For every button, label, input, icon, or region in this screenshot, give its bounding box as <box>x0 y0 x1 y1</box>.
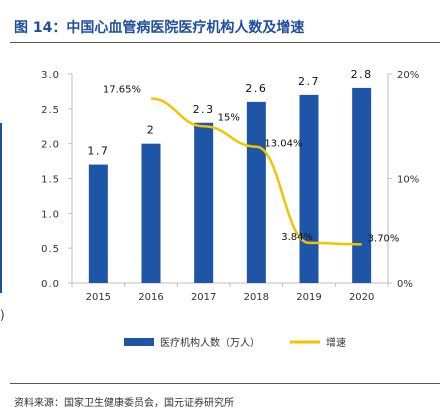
y-left-tick-label: 2.0 <box>41 140 60 151</box>
line-series: 17.65% 15% 13.04% 3.84% 3.70% <box>103 85 400 246</box>
bar-data-label: 2.6 <box>245 82 267 95</box>
legend-bar-swatch <box>124 338 154 346</box>
line-data-label: 13.04% <box>264 139 302 150</box>
bar-data-label: 2.8 <box>351 68 373 81</box>
figure-title: 图 14：中国心血管病医院医疗机构人数及增速 <box>14 20 305 36</box>
y-right-tick-label: 0% <box>397 279 413 290</box>
bar <box>194 122 214 284</box>
y-left-tick-label: 0.0 <box>41 279 60 290</box>
left-edge-border <box>0 123 2 293</box>
chart-axes: 0.0 0.5 1.0 1.5 2.0 2.5 3.0 0% 10% 20% 2015 2016 201… <box>41 70 419 303</box>
bar <box>246 101 266 283</box>
x-tick-label: 2016 <box>138 292 163 303</box>
y-left-tick-label: 0.5 <box>41 244 60 255</box>
legend-bar-label: 医疗机构人数（万人） <box>160 336 260 349</box>
bar-data-label: 2 <box>147 124 156 137</box>
bar-series: 1.7 2 2.3 2.6 2.7 2.8 <box>87 68 373 284</box>
line-data-label: 15% <box>218 112 240 123</box>
line-data-label: 3.84% <box>281 232 313 243</box>
line-data-label: 3.70% <box>368 233 400 244</box>
x-tick-label: 2018 <box>244 292 269 303</box>
bar-data-label: 2.3 <box>193 103 215 116</box>
left-edge-paren: ) <box>0 308 5 322</box>
chart-legend: 医疗机构人数（万人） 增速 <box>124 336 346 349</box>
y-right-tick-label: 10% <box>397 175 419 186</box>
y-left-tick-label: 2.5 <box>41 105 60 116</box>
bar <box>141 143 161 283</box>
y-left-tick-label: 1.5 <box>41 175 60 186</box>
y-left-tick-label: 1.0 <box>41 209 60 220</box>
x-tick-label: 2020 <box>349 292 374 303</box>
bar-data-label: 1.7 <box>87 145 109 158</box>
y-left-tick-label: 3.0 <box>41 70 60 81</box>
source-divider <box>10 383 440 384</box>
bar <box>352 87 372 283</box>
x-tick-label: 2017 <box>191 292 216 303</box>
title-divider <box>10 42 440 43</box>
bar-data-label: 2.7 <box>298 75 320 88</box>
x-tick-label: 2019 <box>296 292 321 303</box>
y-right-tick-label: 20% <box>397 70 419 81</box>
bar <box>299 94 319 284</box>
source-note: 资料来源：国家卫生健康委员会，国元证券研究所 <box>14 398 234 409</box>
bar <box>88 164 108 283</box>
legend-line-label: 增速 <box>326 336 346 349</box>
chart-area: 0.0 0.5 1.0 1.5 2.0 2.5 3.0 0% 10% 20% 2015 2016 201… <box>41 68 419 349</box>
x-tick-label: 2015 <box>86 292 111 303</box>
line-data-label: 17.65% <box>103 85 141 96</box>
